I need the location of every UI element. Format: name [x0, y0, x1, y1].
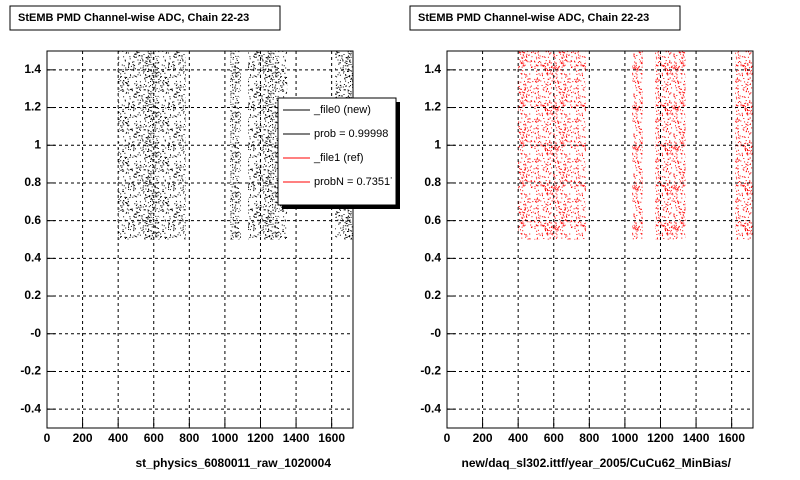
- x-tick-label: 1000: [212, 431, 239, 445]
- x-tick-label: 0: [44, 431, 51, 445]
- y-tick-label: 0.8: [24, 175, 41, 189]
- y-tick-label: 0.6: [424, 213, 441, 227]
- legend-label: prob = 0.99998: [314, 128, 388, 140]
- y-tick-label: 1: [34, 137, 41, 151]
- x-tick-label: 0: [444, 431, 451, 445]
- x-tick-label: 1400: [683, 431, 710, 445]
- y-tick-label: -0: [430, 326, 441, 340]
- y-tick-label: 0.4: [424, 251, 441, 265]
- y-tick-label: 0.6: [24, 213, 41, 227]
- y-tick-label: 0.2: [424, 288, 441, 302]
- x-tick-label: 1400: [283, 431, 310, 445]
- title-box: [409, 5, 681, 31]
- x-tick-label: 200: [473, 431, 493, 445]
- plot-frame: [447, 51, 753, 428]
- data-band: [735, 51, 753, 240]
- axes-frame: [46, 50, 354, 429]
- x-tick-label: 1000: [612, 431, 639, 445]
- y-tick-label: -0.4: [20, 401, 41, 415]
- x-tick-label: 800: [179, 431, 199, 445]
- y-tick-label: 1.2: [24, 100, 41, 114]
- legend-label: _file1 (ref): [313, 152, 364, 164]
- x-tick-label: 800: [579, 431, 599, 445]
- legend-entries: _file0 (new) prob = 0.99998 _file1 (ref) pr…: [283, 104, 396, 188]
- y-tick-label: 1.4: [24, 62, 41, 76]
- x-tick-label: 400: [508, 431, 528, 445]
- x-tick-label: 400: [108, 431, 128, 445]
- y-tick-label: -0.2: [20, 364, 41, 378]
- chart-title: StEMB PMD Channel-wise ADC, Chain 22-23: [18, 12, 249, 24]
- x-tick-label: 200: [73, 431, 93, 445]
- y-tick-label: -0.4: [420, 401, 441, 415]
- x-tick-label: 1600: [318, 431, 345, 445]
- x-tick-label: 1200: [647, 431, 674, 445]
- y-tick-label: 1: [434, 137, 441, 151]
- x-tick-label: 1200: [247, 431, 274, 445]
- chart-title: StEMB PMD Channel-wise ADC, Chain 22-23: [418, 12, 649, 24]
- y-tick-label: 1.2: [424, 100, 441, 114]
- legend-label: _file0 (new): [313, 104, 371, 116]
- x-axis-label: new/daq_sl302.ittf/year_2005/CuCu62_MinB…: [462, 456, 732, 470]
- x-axis-label: st_physics_6080011_raw_1020004: [135, 456, 331, 470]
- axes-frame: [446, 50, 754, 429]
- y-tick-label: 1.4: [424, 62, 441, 76]
- title-box: [9, 5, 281, 31]
- y-tick-label: 0.2: [24, 288, 41, 302]
- legend-label: probN = 0.73517: [314, 176, 396, 188]
- y-tick-label: -0.2: [420, 364, 441, 378]
- y-tick-label: 0.8: [424, 175, 441, 189]
- x-tick-label: 600: [544, 431, 564, 445]
- x-tick-label: 1600: [718, 431, 745, 445]
- y-tick-label: 0.4: [24, 251, 41, 265]
- legend: [277, 97, 397, 206]
- y-tick-label: -0: [30, 326, 41, 340]
- data-band: [632, 51, 643, 240]
- x-tick-label: 600: [144, 431, 164, 445]
